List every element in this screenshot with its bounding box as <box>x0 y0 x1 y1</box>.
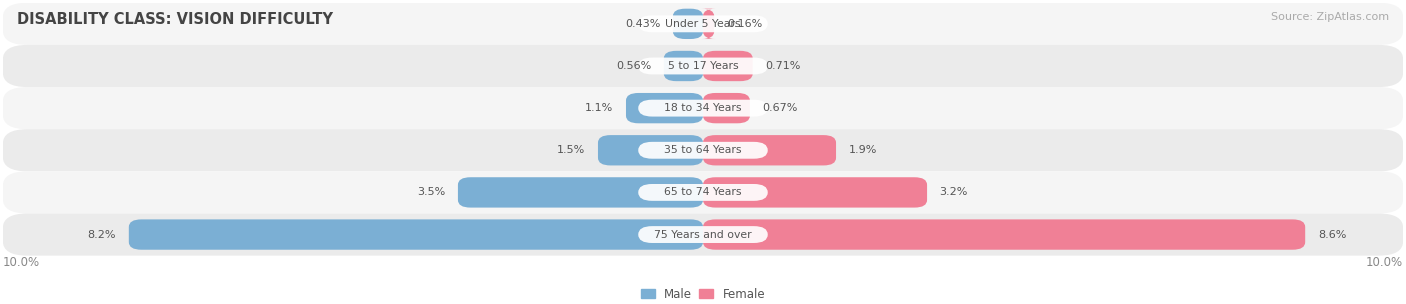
Text: 0.16%: 0.16% <box>727 19 762 29</box>
FancyBboxPatch shape <box>3 213 1403 256</box>
FancyBboxPatch shape <box>3 171 1403 213</box>
Text: DISABILITY CLASS: VISION DIFFICULTY: DISABILITY CLASS: VISION DIFFICULTY <box>17 12 333 27</box>
FancyBboxPatch shape <box>638 16 768 32</box>
FancyBboxPatch shape <box>626 93 703 123</box>
Text: 1.9%: 1.9% <box>849 145 877 155</box>
Text: 1.5%: 1.5% <box>557 145 585 155</box>
Text: 3.5%: 3.5% <box>418 187 446 197</box>
FancyBboxPatch shape <box>703 135 837 165</box>
FancyBboxPatch shape <box>673 9 703 39</box>
Text: 0.67%: 0.67% <box>762 103 797 113</box>
Text: 1.1%: 1.1% <box>585 103 613 113</box>
Text: Under 5 Years: Under 5 Years <box>665 19 741 29</box>
FancyBboxPatch shape <box>703 219 1305 250</box>
Text: 5 to 17 Years: 5 to 17 Years <box>668 61 738 71</box>
Text: 0.56%: 0.56% <box>616 61 651 71</box>
FancyBboxPatch shape <box>3 45 1403 87</box>
Text: 0.43%: 0.43% <box>624 19 661 29</box>
Text: 75 Years and over: 75 Years and over <box>654 230 752 240</box>
FancyBboxPatch shape <box>129 219 703 250</box>
Text: 0.71%: 0.71% <box>765 61 800 71</box>
FancyBboxPatch shape <box>458 177 703 208</box>
Text: 18 to 34 Years: 18 to 34 Years <box>664 103 742 113</box>
Legend: Male, Female: Male, Female <box>636 283 770 304</box>
Text: 3.2%: 3.2% <box>939 187 969 197</box>
Text: 8.2%: 8.2% <box>87 230 117 240</box>
FancyBboxPatch shape <box>638 226 768 243</box>
FancyBboxPatch shape <box>598 135 703 165</box>
FancyBboxPatch shape <box>703 93 749 123</box>
FancyBboxPatch shape <box>638 142 768 159</box>
FancyBboxPatch shape <box>638 57 768 74</box>
FancyBboxPatch shape <box>664 51 703 81</box>
FancyBboxPatch shape <box>703 177 927 208</box>
FancyBboxPatch shape <box>3 129 1403 171</box>
Text: 8.6%: 8.6% <box>1317 230 1346 240</box>
FancyBboxPatch shape <box>638 184 768 201</box>
FancyBboxPatch shape <box>702 9 716 39</box>
Text: 10.0%: 10.0% <box>3 257 39 269</box>
FancyBboxPatch shape <box>3 87 1403 129</box>
FancyBboxPatch shape <box>3 3 1403 45</box>
Text: 10.0%: 10.0% <box>1367 257 1403 269</box>
Text: 35 to 64 Years: 35 to 64 Years <box>664 145 742 155</box>
Text: Source: ZipAtlas.com: Source: ZipAtlas.com <box>1271 12 1389 22</box>
Text: 65 to 74 Years: 65 to 74 Years <box>664 187 742 197</box>
FancyBboxPatch shape <box>638 100 768 116</box>
FancyBboxPatch shape <box>703 51 752 81</box>
